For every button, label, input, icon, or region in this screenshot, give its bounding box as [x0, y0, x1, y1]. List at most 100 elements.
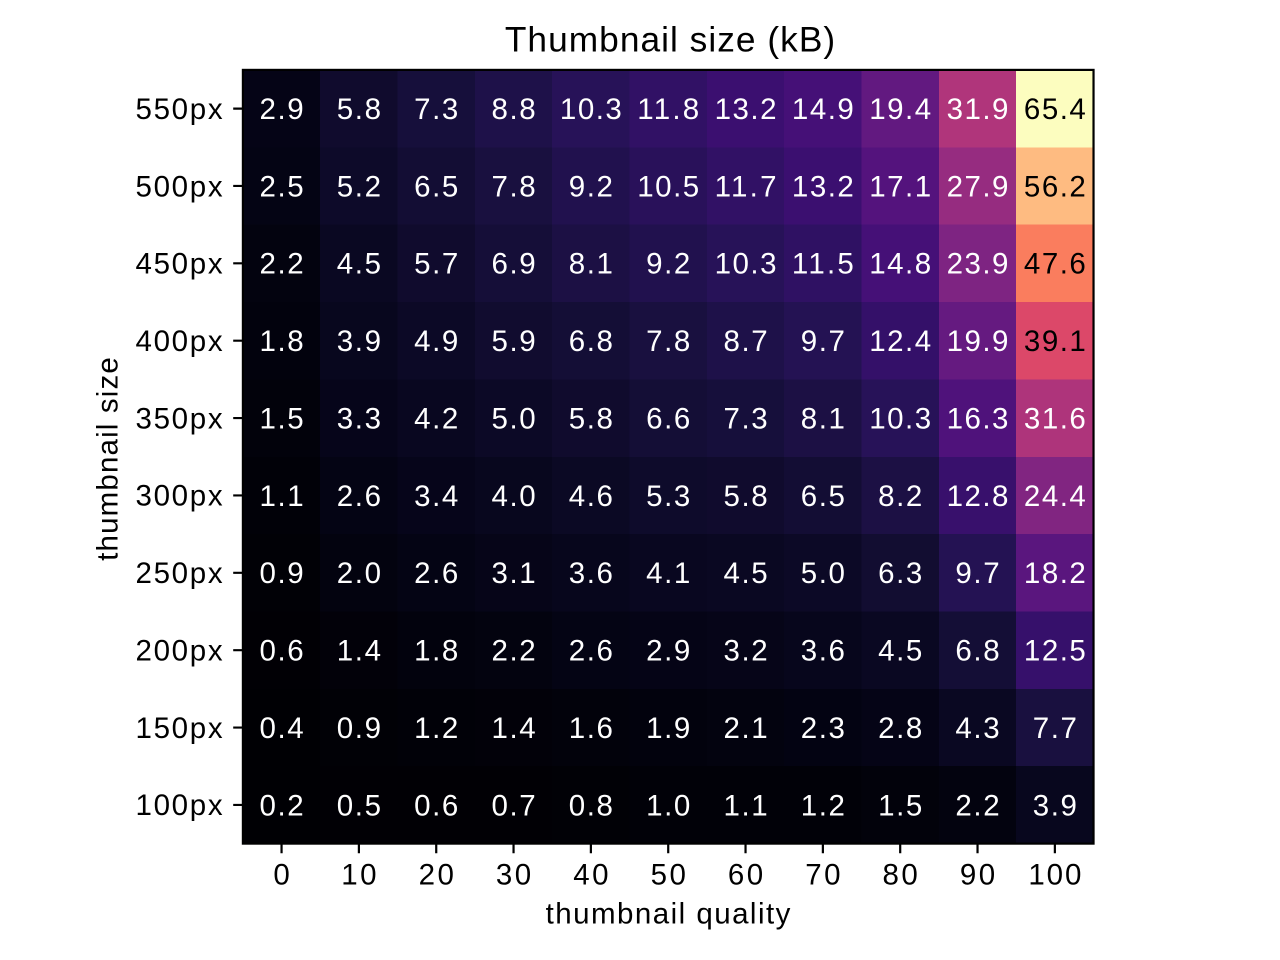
svg-text:13.2: 13.2 — [715, 93, 777, 126]
svg-text:2.5: 2.5 — [259, 170, 303, 203]
svg-text:3.6: 3.6 — [569, 557, 613, 590]
svg-text:9.7: 9.7 — [801, 325, 845, 358]
svg-text:6.3: 6.3 — [878, 557, 922, 590]
svg-text:5.0: 5.0 — [801, 557, 845, 590]
svg-text:2.6: 2.6 — [337, 480, 381, 513]
svg-text:thumbnail size: thumbnail size — [92, 357, 125, 561]
svg-text:400px: 400px — [136, 325, 223, 358]
svg-text:Thumbnail size (kB): Thumbnail size (kB) — [505, 20, 835, 59]
svg-text:5.8: 5.8 — [569, 402, 613, 435]
svg-text:16.3: 16.3 — [947, 402, 1009, 435]
svg-text:1.6: 1.6 — [569, 712, 613, 745]
svg-text:7.3: 7.3 — [723, 402, 767, 435]
svg-text:14.9: 14.9 — [792, 93, 854, 126]
svg-text:56.2: 56.2 — [1024, 170, 1086, 203]
svg-text:12.5: 12.5 — [1024, 635, 1086, 668]
svg-text:9.2: 9.2 — [646, 248, 690, 281]
svg-text:5.0: 5.0 — [491, 402, 535, 435]
svg-text:4.6: 4.6 — [569, 480, 613, 513]
svg-text:7.7: 7.7 — [1033, 712, 1077, 745]
svg-text:1.4: 1.4 — [491, 712, 535, 745]
svg-text:12.8: 12.8 — [947, 480, 1009, 513]
svg-text:8.1: 8.1 — [569, 248, 613, 281]
svg-text:8.8: 8.8 — [491, 93, 535, 126]
svg-text:2.6: 2.6 — [414, 557, 458, 590]
svg-text:6.8: 6.8 — [955, 635, 999, 668]
svg-text:11.7: 11.7 — [715, 170, 777, 203]
svg-text:5.7: 5.7 — [414, 248, 458, 281]
svg-text:3.9: 3.9 — [337, 325, 381, 358]
svg-text:4.9: 4.9 — [414, 325, 458, 358]
svg-text:7.8: 7.8 — [646, 325, 690, 358]
svg-text:19.9: 19.9 — [947, 325, 1009, 358]
svg-text:6.8: 6.8 — [569, 325, 613, 358]
svg-text:5.8: 5.8 — [723, 480, 767, 513]
svg-text:550px: 550px — [136, 93, 223, 126]
svg-text:18.2: 18.2 — [1024, 557, 1086, 590]
svg-text:23.9: 23.9 — [947, 248, 1009, 281]
svg-text:300px: 300px — [136, 480, 223, 513]
svg-text:14.8: 14.8 — [869, 248, 931, 281]
svg-text:12.4: 12.4 — [869, 325, 931, 358]
svg-text:100: 100 — [1028, 859, 1081, 892]
svg-text:3.6: 3.6 — [801, 635, 845, 668]
svg-text:6.6: 6.6 — [646, 402, 690, 435]
svg-text:31.9: 31.9 — [947, 93, 1009, 126]
svg-text:1.8: 1.8 — [414, 635, 458, 668]
svg-text:65.4: 65.4 — [1024, 93, 1086, 126]
svg-text:3.2: 3.2 — [723, 635, 767, 668]
svg-text:31.6: 31.6 — [1024, 402, 1086, 435]
svg-text:4.5: 4.5 — [337, 248, 381, 281]
svg-text:5.9: 5.9 — [491, 325, 535, 358]
svg-text:2.8: 2.8 — [878, 712, 922, 745]
svg-text:0.5: 0.5 — [337, 789, 381, 822]
svg-text:5.2: 5.2 — [337, 170, 381, 203]
svg-text:2.2: 2.2 — [259, 248, 303, 281]
svg-text:1.1: 1.1 — [259, 480, 303, 513]
svg-text:0.7: 0.7 — [491, 789, 535, 822]
svg-text:13.2: 13.2 — [792, 170, 854, 203]
svg-text:0.9: 0.9 — [337, 712, 381, 745]
svg-text:1.2: 1.2 — [414, 712, 458, 745]
svg-text:6.9: 6.9 — [491, 248, 535, 281]
svg-text:100px: 100px — [136, 789, 223, 822]
svg-text:1.1: 1.1 — [723, 789, 767, 822]
svg-text:500px: 500px — [136, 170, 223, 203]
svg-text:6.5: 6.5 — [414, 170, 458, 203]
svg-text:24.4: 24.4 — [1024, 480, 1086, 513]
svg-text:0.2: 0.2 — [259, 789, 303, 822]
svg-text:1.5: 1.5 — [259, 402, 303, 435]
svg-text:1.0: 1.0 — [646, 789, 690, 822]
svg-text:1.2: 1.2 — [801, 789, 845, 822]
svg-text:5.8: 5.8 — [337, 93, 381, 126]
svg-text:4.2: 4.2 — [414, 402, 458, 435]
svg-text:2.1: 2.1 — [723, 712, 767, 745]
svg-text:17.1: 17.1 — [869, 170, 931, 203]
svg-text:1.4: 1.4 — [337, 635, 381, 668]
svg-text:0.4: 0.4 — [259, 712, 303, 745]
svg-text:2.2: 2.2 — [491, 635, 535, 668]
svg-text:10.5: 10.5 — [637, 170, 699, 203]
svg-text:10.3: 10.3 — [715, 248, 777, 281]
svg-text:4.0: 4.0 — [491, 480, 535, 513]
svg-text:3.4: 3.4 — [414, 480, 458, 513]
svg-text:27.9: 27.9 — [947, 170, 1009, 203]
svg-text:2.0: 2.0 — [337, 557, 381, 590]
svg-text:0.8: 0.8 — [569, 789, 613, 822]
svg-text:150px: 150px — [136, 712, 223, 745]
svg-text:350px: 350px — [136, 402, 223, 435]
svg-text:0.9: 0.9 — [259, 557, 303, 590]
svg-text:5.3: 5.3 — [646, 480, 690, 513]
svg-text:250px: 250px — [136, 557, 223, 590]
svg-text:4.5: 4.5 — [878, 635, 922, 668]
svg-text:6.5: 6.5 — [801, 480, 845, 513]
svg-text:0.6: 0.6 — [414, 789, 458, 822]
svg-text:3.3: 3.3 — [337, 402, 381, 435]
svg-text:7.3: 7.3 — [414, 93, 458, 126]
svg-text:2.2: 2.2 — [955, 789, 999, 822]
svg-text:8.7: 8.7 — [723, 325, 767, 358]
svg-text:1.8: 1.8 — [259, 325, 303, 358]
svg-text:0: 0 — [273, 859, 289, 892]
svg-text:2.9: 2.9 — [259, 93, 303, 126]
svg-text:450px: 450px — [136, 248, 223, 281]
